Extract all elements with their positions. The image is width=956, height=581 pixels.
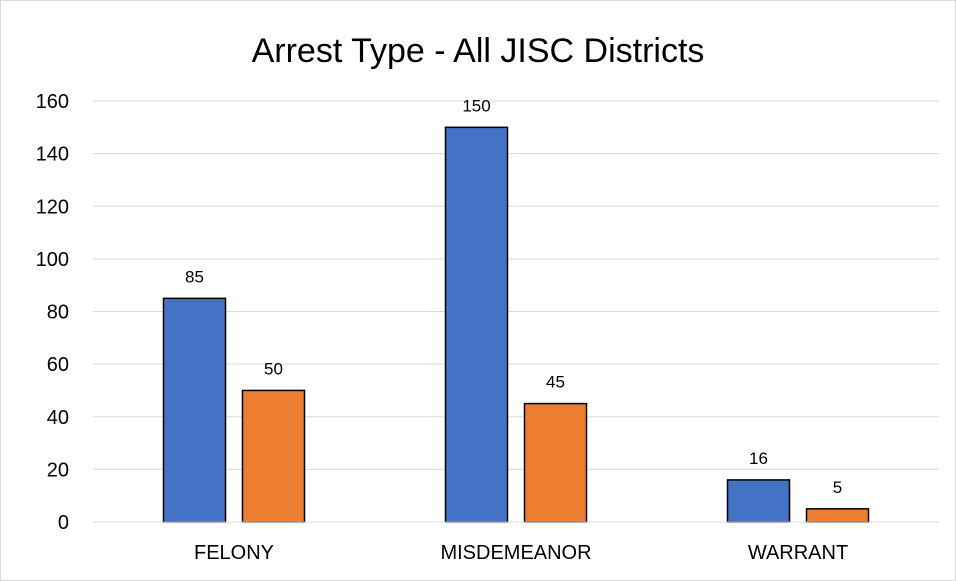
data-label: 16 [749,449,768,468]
y-tick-label: 60 [47,354,69,376]
x-category-label: WARRANT [748,542,848,564]
x-category-label: FELONY [194,542,274,564]
bar [726,479,791,523]
bar [162,297,227,523]
y-tick-label: 100 [36,249,69,271]
y-tick-label: 120 [36,196,69,218]
data-label: 50 [264,359,283,378]
x-category-label: MISDEMEANOR [440,542,591,564]
data-label: 45 [546,373,565,392]
y-tick-label: 0 [58,512,69,534]
data-label: 150 [462,96,490,115]
y-tick-label: 80 [47,302,69,324]
bar [241,389,306,523]
data-label: 85 [185,267,204,286]
data-label: 5 [833,478,842,497]
y-tick-label: 40 [47,407,69,429]
y-tick-label: 140 [36,144,69,166]
bar [444,126,509,523]
y-tick-label: 160 [36,91,69,113]
y-tick-label: 20 [47,459,69,481]
bar [805,508,870,523]
bar [523,402,588,523]
chart-title: Arrest Type - All JISC Districts [251,32,705,70]
